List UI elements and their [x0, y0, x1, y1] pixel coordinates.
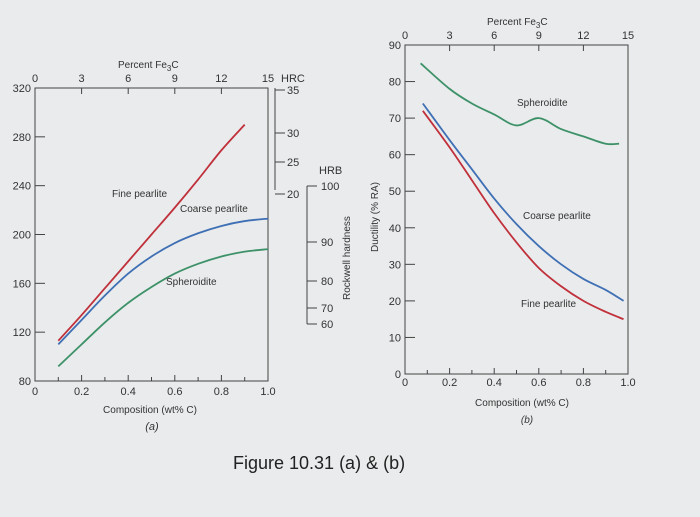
chart-b-label-fine-pearlite: Fine pearlite	[521, 299, 576, 310]
chart-a-x-tick-label: 1.0	[260, 386, 275, 398]
chart-a-top-tick-label: 0	[32, 73, 38, 85]
chart-a-y-tick-label: 320	[13, 83, 31, 95]
chart-a-series-fine-line	[57, 124, 246, 342]
chart-b-series-coarse-line	[422, 102, 625, 302]
chart-a-y-tick-label: 120	[13, 327, 31, 339]
chart-a-top-axis-title: Percent Fe3C	[118, 60, 179, 73]
chart-a-top-tick-label: 15	[262, 73, 274, 85]
chart-a-label-fine-pearlite: Fine pearlite	[112, 189, 167, 200]
chart-b-top-tick-label: 9	[536, 30, 542, 42]
chart-b-y-tick-label: 70	[389, 113, 401, 125]
chart-a-x-tick-label: 0	[32, 386, 38, 398]
chart-a-top-tick-label: 6	[125, 73, 131, 85]
chart-b-y-tick-label: 60	[389, 150, 401, 162]
chart-a-series-coarse-line	[57, 217, 269, 345]
chart-b-series	[420, 62, 625, 320]
chart-a-y-tick-label: 200	[13, 230, 31, 242]
chart-a-hrc-tick-label: 25	[287, 157, 299, 169]
chart-b-label-coarse-pearlite: Coarse pearlite	[523, 211, 591, 222]
chart-a-hrc-tick-label: 35	[287, 85, 299, 97]
chart-a-x-tick-label: 0.6	[167, 386, 182, 398]
chart-a-hrb-axis-title: HRB	[319, 165, 342, 177]
chart-b-top-tick-label: 3	[447, 30, 453, 42]
chart-b-x-tick-label: 0	[402, 377, 408, 389]
chart-b-x-tick-label: 0.8	[576, 377, 591, 389]
chart-a-top-tick-label: 3	[79, 73, 85, 85]
chart-b-x-tick-label: 0.4	[487, 377, 502, 389]
chart-a-rockwell-label: Rockwell hardness	[342, 216, 353, 300]
chart-b-top-tick-label: 15	[622, 30, 634, 42]
chart-a-hrb-tick-label: 70	[321, 303, 333, 315]
chart-a-y-tick-label: 160	[13, 278, 31, 290]
chart-b-top-tick-label: 6	[491, 30, 497, 42]
chart-b-top-tick-label: 0	[402, 30, 408, 42]
chart-a-series	[57, 124, 269, 368]
chart-a-y-tick-label: 240	[13, 181, 31, 193]
chart-b-x-axis-title: Composition (wt% C)	[475, 398, 569, 409]
chart-a-x-axis-title: Composition (wt% C)	[103, 405, 197, 416]
chart-b-x-tick-label: 1.0	[620, 377, 635, 389]
chart-a-hrb-ticks: 100 90 80 70 60	[307, 181, 339, 331]
chart-a-hrb-tick-label: 100	[321, 181, 339, 193]
chart-a-x-tick-label: 0.8	[214, 386, 229, 398]
chart-b-y-tick-label: 20	[389, 296, 401, 308]
chart-a-x-tick-label: 0.2	[74, 386, 89, 398]
chart-b-series-spher-line	[420, 62, 620, 146]
chart-b-series-fine-line	[422, 110, 624, 320]
chart-a-y-tick-label: 80	[19, 376, 31, 388]
chart-a-series-spher-line	[57, 248, 269, 368]
chart-b-label-spheroidite: Spheroidite	[517, 98, 568, 109]
chart-b-x-tick-label: 0.2	[442, 377, 457, 389]
chart-a-hrb-tick-label: 90	[321, 237, 333, 249]
chart-a-hrc-tick-label: 30	[287, 128, 299, 140]
chart-b-y-tick-label: 10	[389, 332, 401, 344]
chart-b-y-tick-label: 80	[389, 77, 401, 89]
chart-a-hrc-ticks: 35 30 25 20	[275, 85, 299, 201]
chart-a-hrc-tick-label: 20	[287, 189, 299, 201]
chart-a-y-tick-label: 280	[13, 132, 31, 144]
chart-b-top-axis-title: Percent Fe3C	[487, 17, 548, 30]
figure-caption: Figure 10.31 (a) & (b)	[233, 453, 405, 473]
chart-b-top-tick-label: 12	[577, 30, 589, 42]
chart-b-y-tick-label: 30	[389, 259, 401, 271]
chart-b-y-tick-label: 0	[395, 369, 401, 381]
chart-b-y-tick-label: 50	[389, 186, 401, 198]
chart-a-label-coarse-pearlite: Coarse pearlite	[180, 204, 248, 215]
chart-b-x-tick-label: 0.6	[531, 377, 546, 389]
chart-a-hrb-tick-label: 60	[321, 319, 333, 331]
chart-b-y-tick-label: 40	[389, 223, 401, 235]
chart-a-hrb-tick-label: 80	[321, 276, 333, 288]
chart-a-panel-label: (a)	[145, 421, 159, 433]
chart-b-y-axis-title: Ductility (% RA)	[370, 182, 381, 252]
chart-a-label-spheroidite: Spheroidite	[166, 277, 217, 288]
chart-a-top-tick-label: 12	[215, 73, 227, 85]
chart-b-y-tick-label: 90	[389, 40, 401, 52]
chart-a-hrc-axis-title: HRC	[281, 73, 305, 85]
chart-a-x-tick-label: 0.4	[121, 386, 136, 398]
chart-b-panel-label: (b)	[521, 415, 533, 426]
chart-a-top-tick-label: 9	[172, 73, 178, 85]
